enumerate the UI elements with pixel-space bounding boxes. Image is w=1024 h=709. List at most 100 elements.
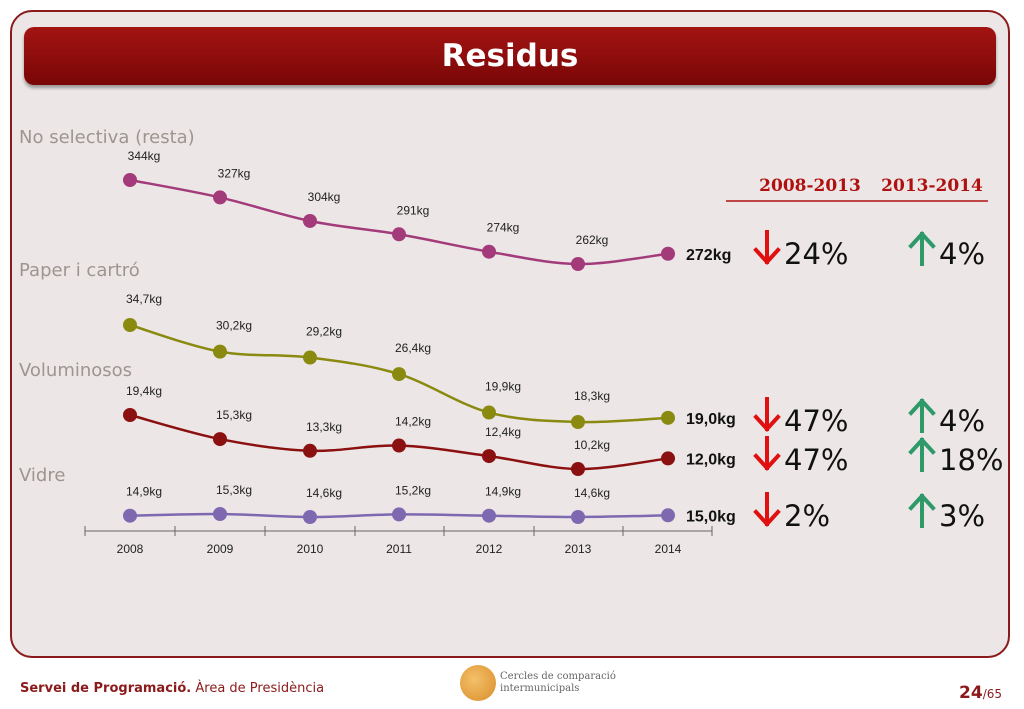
page-number: 24/65 [959, 683, 1002, 703]
data-label: 14,9kg [126, 485, 162, 499]
data-label: 14,2kg [395, 415, 431, 429]
x-tick-label: 2008 [117, 542, 144, 556]
data-point [482, 508, 496, 523]
arrow-up-icon [908, 493, 936, 528]
data-label: 29,2kg [306, 325, 342, 339]
x-tick-label: 2014 [655, 542, 682, 556]
page-title: Residus [441, 38, 579, 74]
series-label: Voluminosos [19, 360, 132, 381]
data-label: 15,3kg [216, 408, 252, 422]
current-page: 24 [959, 683, 983, 703]
data-point [123, 408, 137, 422]
arrow-up-icon [908, 398, 936, 433]
data-point [661, 410, 675, 425]
data-point [571, 257, 585, 271]
arrow-up-icon [908, 231, 936, 266]
change-percent: 4% [939, 404, 985, 438]
logo-caption: Cercles de comparació intermunicipals [500, 671, 616, 695]
data-point [661, 508, 675, 523]
x-tick-label: 2012 [476, 542, 503, 556]
data-point [303, 510, 317, 524]
change-percent: 2% [784, 499, 830, 533]
arrow-down-icon [753, 492, 781, 527]
data-point [303, 213, 317, 228]
end-value-label: 15,0kg [686, 508, 736, 525]
data-label: 344kg [128, 149, 161, 163]
data-point [392, 227, 406, 242]
data-label: 12,4kg [485, 425, 521, 439]
period-header: 2008-2013 [759, 176, 861, 196]
data-label: 26,4kg [395, 341, 431, 355]
data-point [392, 507, 406, 522]
arrow-down-icon [753, 397, 781, 432]
period-header: 2013-2014 [881, 176, 983, 196]
data-point [392, 438, 406, 453]
x-tick-label: 2009 [207, 542, 234, 556]
arrow-down-icon [753, 436, 781, 471]
data-point [303, 350, 317, 365]
data-point [123, 173, 137, 187]
data-point [571, 415, 585, 429]
footer-area: Àrea de Presidència [191, 681, 325, 696]
data-label: 15,3kg [216, 483, 252, 497]
data-label: 327kg [218, 166, 251, 180]
data-point [571, 462, 585, 476]
data-label: 34,7kg [126, 292, 162, 306]
data-label: 274kg [487, 221, 520, 235]
data-label: 14,6kg [306, 486, 342, 500]
change-percent: 47% [784, 443, 848, 477]
change-percent: 4% [939, 237, 985, 271]
data-label: 10,2kg [574, 438, 610, 452]
data-point [213, 190, 227, 205]
data-label: 262kg [576, 233, 609, 247]
data-label: 19,9kg [485, 380, 521, 394]
change-percent: 3% [939, 499, 985, 533]
data-label: 18,3kg [574, 389, 610, 403]
x-tick-label: 2011 [386, 542, 412, 556]
content-panel [10, 10, 1010, 658]
series-label: Paper i cartró [19, 260, 140, 281]
end-value-label: 12,0kg [686, 451, 736, 468]
data-label: 14,6kg [574, 486, 610, 500]
logo-line-1: Cercles de comparació [500, 671, 616, 682]
x-tick-label: 2013 [565, 542, 592, 556]
data-point [482, 449, 496, 464]
data-point [213, 432, 227, 447]
data-point [482, 244, 496, 259]
arrow-down-icon [753, 230, 781, 265]
x-tick-label: 2010 [297, 542, 324, 556]
total-pages: /65 [982, 687, 1002, 701]
data-label: 15,2kg [395, 483, 431, 497]
data-point [661, 246, 675, 261]
data-label: 13,3kg [306, 420, 342, 434]
data-label: 304kg [308, 190, 341, 204]
series-label: No selectiva (resta) [19, 127, 195, 148]
cercles-logo-icon [460, 665, 496, 701]
series-label: Vidre [19, 465, 65, 486]
logo-line-2: intermunicipals [500, 683, 580, 694]
data-label: 19,4kg [126, 384, 162, 398]
change-percent: 24% [784, 237, 848, 271]
data-label: 30,2kg [216, 319, 252, 333]
data-point [123, 508, 137, 523]
change-percent: 18% [939, 443, 1003, 477]
data-point [123, 318, 137, 332]
data-label: 291kg [397, 203, 430, 217]
title-banner: Residus [24, 27, 996, 85]
end-value-label: 272kg [686, 247, 731, 264]
arrow-up-icon [908, 437, 936, 472]
footer-department: Servei de Programació. Àrea de Presidènc… [20, 681, 324, 696]
data-point [661, 451, 675, 466]
data-point [213, 344, 227, 359]
data-point [213, 507, 227, 521]
change-percent: 47% [784, 404, 848, 438]
data-point [571, 510, 585, 524]
end-value-label: 19,0kg [686, 411, 736, 428]
data-label: 14,9kg [485, 485, 521, 499]
data-point [303, 443, 317, 458]
data-point [482, 405, 496, 420]
series-line [129, 178, 669, 266]
footer-org: Servei de Programació. [20, 681, 192, 696]
data-point [392, 367, 406, 382]
